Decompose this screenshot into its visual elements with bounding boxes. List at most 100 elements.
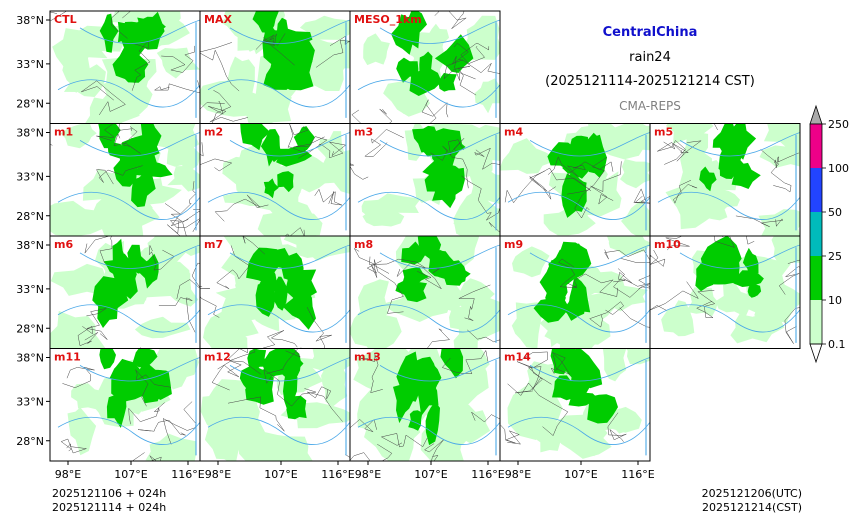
province-boundary <box>613 268 650 298</box>
panel-label: m2 <box>204 126 223 139</box>
light-rain-area <box>532 417 569 453</box>
province-boundary <box>315 35 350 68</box>
province-boundary <box>263 368 317 407</box>
province-boundary <box>590 161 622 205</box>
light-rain-area <box>500 138 559 174</box>
river <box>357 304 500 333</box>
light-rain-area <box>319 150 350 194</box>
moderate-rain-area <box>561 173 587 218</box>
colorbar-under-arrow <box>809 343 823 364</box>
panel-label: m5 <box>654 126 673 139</box>
river <box>507 416 650 445</box>
init-time-utc: 2025121106 + 024h <box>52 487 166 500</box>
province-boundary <box>96 123 133 141</box>
lat-tick-label: 33°N <box>16 395 44 408</box>
light-rain-area <box>602 348 627 382</box>
moderate-rain-area <box>113 147 138 187</box>
river <box>207 191 350 220</box>
moderate-rain-area <box>252 11 279 33</box>
river <box>229 19 350 44</box>
province-boundary <box>458 58 500 74</box>
moderate-rain-area <box>587 394 618 424</box>
province-boundary <box>314 188 343 206</box>
light-rain-area <box>227 56 255 113</box>
lon-tick-label: 107°E <box>414 468 447 481</box>
province-boundary <box>784 307 800 344</box>
province-boundary <box>262 330 298 349</box>
moderate-rain-area <box>552 375 575 401</box>
river <box>357 416 500 445</box>
precip-field <box>351 11 500 124</box>
precip-field <box>50 11 200 124</box>
province-boundary <box>650 249 666 267</box>
river <box>207 416 350 445</box>
river <box>657 191 800 220</box>
lat-tick-label: 33°N <box>16 58 44 71</box>
variable-title: rain24 <box>629 50 671 65</box>
ensemble-panel: m4 <box>499 123 651 237</box>
moderate-rain-area <box>286 395 307 420</box>
moderate-rain-area <box>131 172 156 208</box>
province-boundary <box>307 386 343 422</box>
ensemble-panel: m14 <box>499 348 651 462</box>
panel-label: m13 <box>354 351 381 364</box>
light-rain-area <box>512 246 550 278</box>
province-boundary <box>137 419 186 436</box>
colorbar-level-label: 0.1 <box>828 338 846 351</box>
lat-tick-label: 33°N <box>16 170 44 183</box>
light-rain-area <box>453 206 500 236</box>
province-boundary <box>558 258 578 288</box>
river <box>229 132 350 157</box>
province-boundary <box>673 179 698 204</box>
ensemble-panel: MESO_1km <box>349 10 501 124</box>
colorbar: 0.1 10 25 50 100 250 <box>809 104 849 364</box>
light-rain-area <box>620 159 650 189</box>
light-rain-area <box>763 123 800 150</box>
moderate-rain-area <box>293 126 315 151</box>
province-boundary <box>86 308 108 340</box>
province-boundary <box>460 43 490 64</box>
moderate-rain-area <box>434 34 474 73</box>
colorbar-level-label: 250 <box>828 118 849 131</box>
colorbar-frame <box>809 123 823 345</box>
province-boundary <box>504 167 592 204</box>
lat-tick-label: 38°N <box>16 239 44 252</box>
province-boundary <box>242 236 265 255</box>
river <box>379 19 500 44</box>
colorbar-level-label: 50 <box>828 206 842 219</box>
moderate-rain-area <box>729 270 764 287</box>
colorbar-level-label: 100 <box>828 162 849 175</box>
moderate-rain-area <box>274 144 313 167</box>
province-boundary <box>507 382 569 437</box>
river <box>57 79 200 108</box>
moderate-rain-area <box>533 294 570 323</box>
province-boundary <box>306 307 334 349</box>
lat-tick-label: 28°N <box>16 97 44 110</box>
river <box>79 132 200 157</box>
province-boundary <box>452 42 476 81</box>
river <box>207 79 350 108</box>
moderate-rain-area <box>425 401 440 446</box>
moderate-rain-area <box>99 348 116 370</box>
light-rain-area <box>350 305 402 349</box>
ensemble-panel: m11 <box>49 348 201 462</box>
province-boundary <box>474 147 500 170</box>
province-boundary <box>500 425 522 445</box>
panel-label: m10 <box>654 238 681 251</box>
light-rain-area <box>759 145 800 168</box>
moderate-rain-area <box>137 11 165 50</box>
lon-tick-label: 116°E <box>471 468 504 481</box>
panel-label: CTL <box>54 13 77 26</box>
province-boundary <box>158 297 196 333</box>
lon-tick-label: 107°E <box>264 468 297 481</box>
light-rain-area <box>301 236 350 261</box>
moderate-rain-area <box>548 241 592 289</box>
province-boundary <box>364 129 404 157</box>
panel-label: MESO_1km <box>354 13 422 26</box>
moderate-rain-area <box>274 276 288 311</box>
province-boundary <box>573 273 618 297</box>
precip-field <box>200 123 350 236</box>
light-rain-area <box>156 47 200 79</box>
province-boundary <box>353 247 382 278</box>
moderate-rain-area <box>391 14 418 55</box>
